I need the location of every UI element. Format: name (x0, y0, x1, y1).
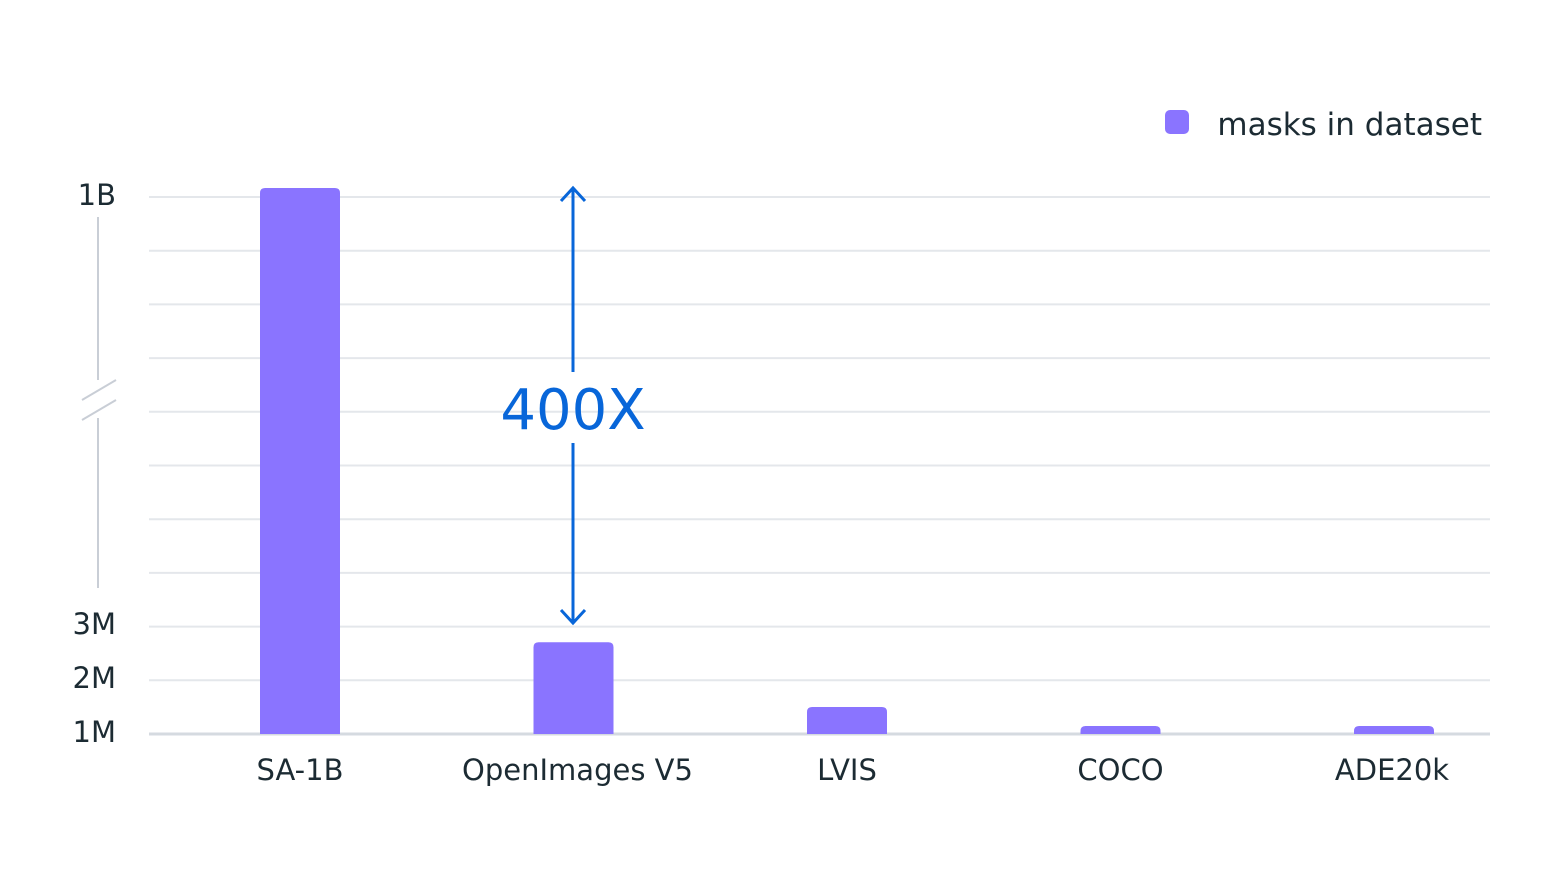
x-tick-label: LVIS (817, 753, 877, 787)
bar-openimages-v5 (533, 642, 614, 734)
x-tick-label: SA-1B (257, 753, 344, 787)
annotation-label: 400X (500, 378, 645, 443)
legend-label: masks in dataset (1217, 107, 1482, 143)
y-tick-label: 2M (73, 661, 116, 695)
legend: masks in dataset (1165, 107, 1482, 143)
bar-coco (1080, 726, 1161, 734)
x-tick-label: COCO (1077, 753, 1163, 787)
annotation-arrowhead-up (559, 185, 587, 203)
y-tick-label: 1B (78, 178, 116, 212)
bars (260, 188, 1434, 734)
x-tick-labels: SA-1B OpenImages V5 LVIS COCO ADE20k (257, 753, 1450, 787)
axis-break-mark-top (81, 379, 117, 401)
x-tick-label: ADE20k (1335, 753, 1449, 787)
axis-break-mark-bottom (81, 399, 117, 421)
y-tick-label: 1M (73, 715, 116, 749)
annotation-arrowhead-down (559, 608, 587, 626)
bar-lvis (807, 707, 887, 734)
x-tick-label: OpenImages V5 (462, 753, 693, 787)
legend-swatch (1165, 110, 1189, 134)
y-tick-labels: 1M 2M 3M 1B (73, 178, 116, 749)
ratio-annotation: 400X (500, 185, 646, 626)
y-axis (81, 217, 117, 588)
bar-sa-1b (260, 188, 340, 734)
gridlines (149, 196, 1490, 736)
bar-ade20k (1354, 726, 1434, 734)
y-tick-label: 3M (73, 607, 116, 641)
